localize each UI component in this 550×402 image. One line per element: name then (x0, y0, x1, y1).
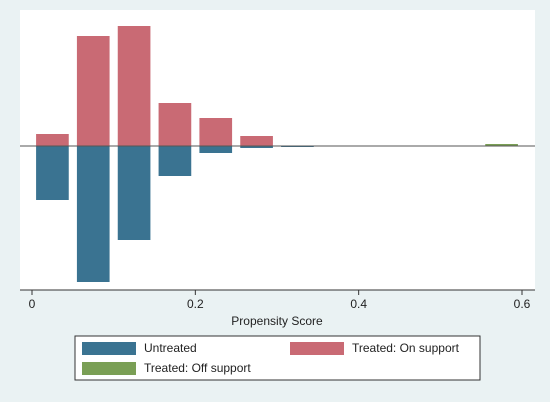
bar (199, 146, 233, 153)
bar (158, 103, 192, 146)
legend-swatch (82, 342, 136, 355)
legend-swatch (82, 362, 136, 375)
bar (240, 136, 273, 146)
bar (117, 26, 151, 146)
x-tick-label: 0 (29, 297, 36, 311)
bar (76, 146, 110, 282)
bar (36, 146, 69, 200)
bar (158, 146, 192, 176)
legend-label: Treated: Off support (144, 361, 251, 375)
bar (36, 134, 69, 146)
legend (74, 335, 481, 381)
x-axis-label: Propensity Score (231, 314, 323, 328)
bar (240, 146, 273, 148)
bar (117, 146, 151, 240)
x-tick-label: 0.6 (514, 297, 531, 311)
bar (199, 118, 233, 146)
bar (76, 36, 110, 146)
x-tick-label: 0.4 (350, 297, 367, 311)
legend-label: Treated: On support (352, 341, 460, 355)
legend-label: Untreated (144, 341, 197, 355)
legend-swatch (290, 342, 344, 355)
bar (485, 144, 518, 146)
x-tick-label: 0.2 (187, 297, 204, 311)
